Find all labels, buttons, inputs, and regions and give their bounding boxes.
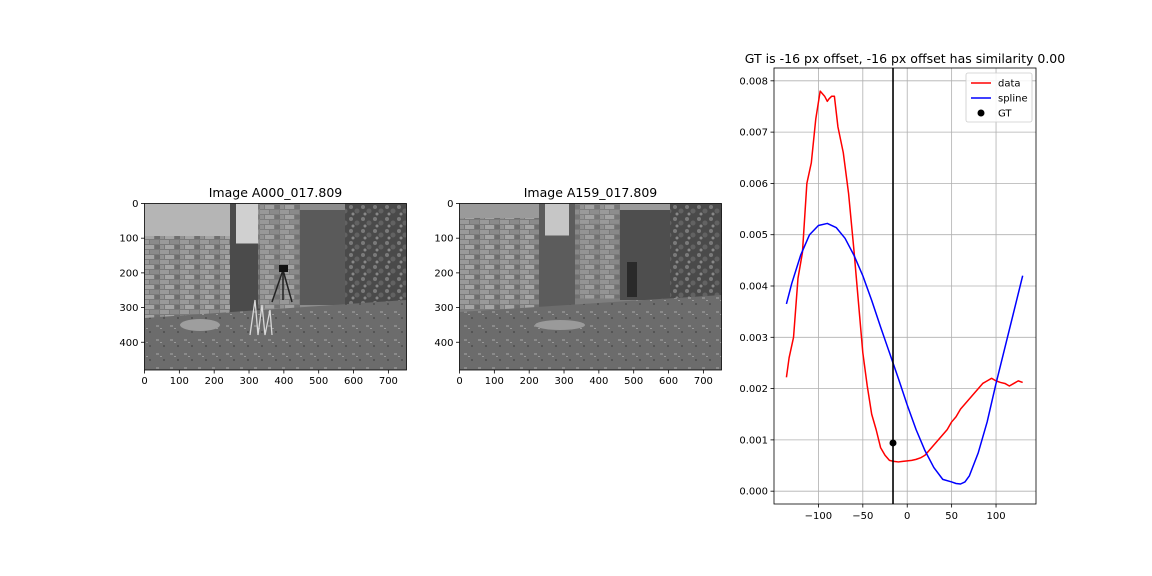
y-tick-label: 400 [434, 338, 453, 349]
legend-gt-label: GT [998, 109, 1012, 120]
x-tick-label: 600 [344, 376, 363, 387]
x-tick-label: 600 [659, 376, 678, 387]
y-tick-label: 300 [434, 303, 453, 314]
image2-title: Image A159_017.809 [524, 185, 658, 200]
legend-spline-label: spline [998, 94, 1028, 105]
chart-plot-area [785, 68, 1024, 504]
y-tick-label: 200 [434, 268, 453, 279]
image1-photo [144, 203, 407, 370]
x-tick-label: −100 [805, 511, 832, 522]
image1-title: Image A000_017.809 [209, 185, 343, 200]
x-tick-label: 400 [274, 376, 293, 387]
series-line-data [785, 90, 1023, 463]
chart-x-axis: −100 −50 0 50 100 [805, 504, 1006, 522]
image-panel-1: Image A000_017.809 0 100 200 300 400 500 600 70… [119, 185, 407, 387]
x-tick-label: 100 [170, 376, 189, 387]
y-tick-label: 0.006 [739, 179, 768, 190]
y-tick-label: 200 [119, 268, 138, 279]
x-tick-label: 200 [520, 376, 539, 387]
image2-x-axis: 0 100 200 300 400 500 600 700 [456, 370, 713, 387]
legend-data-label: data [998, 79, 1021, 90]
x-tick-label: 500 [624, 376, 643, 387]
image2-photo [459, 203, 722, 370]
x-tick-label: 100 [986, 511, 1005, 522]
image1-y-axis: 0 100 200 300 400 [119, 199, 145, 349]
y-tick-label: 400 [119, 338, 138, 349]
chart-y-axis: 0.000 0.001 0.002 0.003 0.004 0.005 0.006 0.007… [739, 76, 774, 498]
image2-y-axis: 0 100 200 300 400 [434, 199, 460, 349]
x-tick-label: −50 [852, 511, 873, 522]
x-tick-label: 300 [554, 376, 573, 387]
x-tick-label: 700 [694, 376, 713, 387]
y-tick-label: 0 [447, 199, 453, 210]
gt-point [889, 439, 897, 447]
similarity-chart: GT is -16 px offset, -16 px offset has s… [739, 51, 1065, 522]
x-tick-label: 0 [456, 376, 462, 387]
y-tick-label: 0.004 [739, 282, 768, 293]
y-tick-label: 0.000 [739, 487, 768, 498]
chart-grid [774, 68, 1036, 504]
legend-box [965, 72, 1033, 123]
image-panel-2: Image A159_017.809 0 100 200 300 400 500 600 70… [434, 185, 722, 387]
x-tick-label: 500 [309, 376, 328, 387]
series-line-spline [785, 222, 1024, 485]
image1-x-axis: 0 100 200 300 400 500 600 700 [141, 370, 398, 387]
y-tick-label: 300 [119, 303, 138, 314]
x-tick-label: 100 [485, 376, 504, 387]
x-tick-label: 0 [904, 511, 910, 522]
y-tick-label: 100 [119, 234, 138, 245]
x-tick-label: 700 [379, 376, 398, 387]
chart-legend: data spline GT [965, 72, 1033, 123]
y-tick-label: 0.007 [739, 128, 768, 139]
y-tick-label: 100 [434, 234, 453, 245]
y-tick-label: 0.001 [739, 435, 768, 446]
y-tick-label: 0 [132, 199, 138, 210]
image1-frame [144, 203, 407, 371]
x-tick-label: 50 [945, 511, 958, 522]
x-tick-label: 400 [589, 376, 608, 387]
legend-gt-marker [977, 109, 985, 117]
y-tick-label: 0.005 [739, 230, 768, 241]
image2-frame [459, 203, 722, 371]
y-tick-label: 0.003 [739, 333, 768, 344]
y-tick-label: 0.002 [739, 384, 768, 395]
chart-title: GT is -16 px offset, -16 px offset has s… [745, 51, 1065, 66]
x-tick-label: 0 [141, 376, 147, 387]
x-tick-label: 200 [205, 376, 224, 387]
x-tick-label: 300 [239, 376, 258, 387]
y-tick-label: 0.008 [739, 76, 768, 87]
